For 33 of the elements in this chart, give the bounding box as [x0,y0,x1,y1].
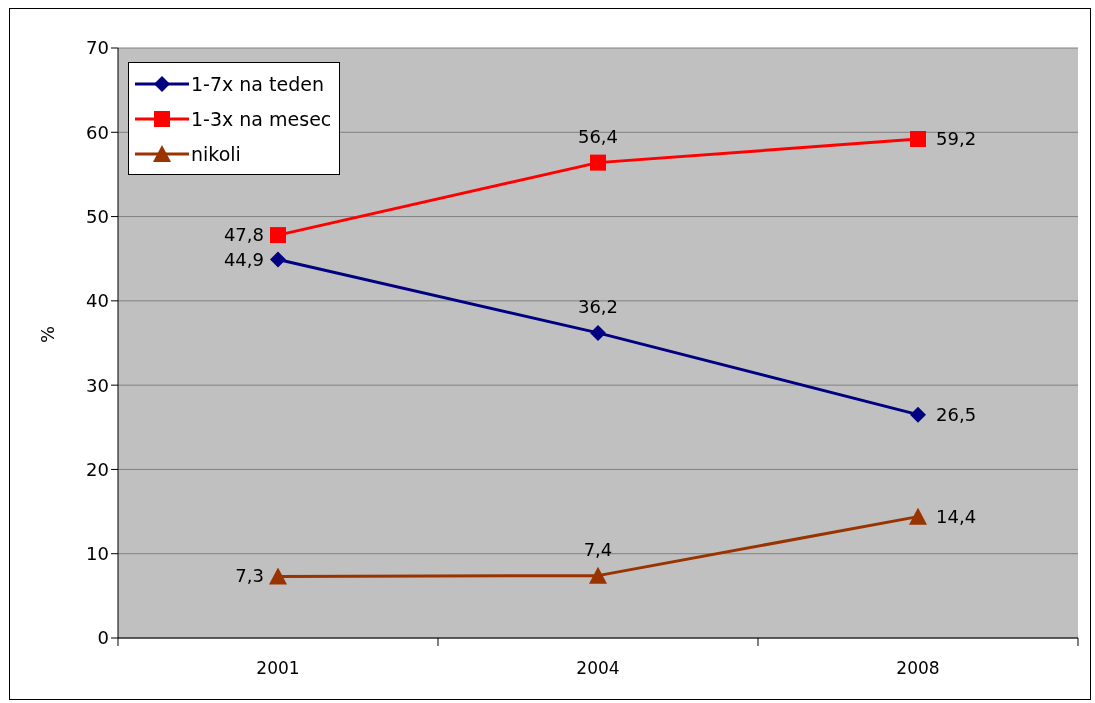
legend-label: 1-7x na teden [191,72,324,95]
y-tick-label: 10 [86,543,109,565]
data-label: 7,4 [583,538,613,560]
point [590,324,606,341]
point [269,567,287,585]
point [589,566,607,584]
data-label: 59,2 [936,128,977,150]
point [270,227,286,244]
y-tick-label: 0 [97,627,109,649]
y-tick-label: 50 [86,205,109,227]
point [590,154,606,171]
y-tick-label: 40 [86,290,109,312]
y-tick-label: 30 [86,374,109,396]
data-label: 47,8 [223,224,264,246]
point [270,251,286,268]
data-label: 26,5 [936,403,977,425]
x-tick-label: 2004 [576,658,620,678]
point [909,507,927,525]
data-label: 7,3 [235,565,264,587]
x-tick-label: 2001 [256,658,300,678]
legend-label: nikoli [191,142,241,165]
y-axis-title: % [37,325,59,343]
data-label: 14,4 [936,505,977,527]
point [910,406,926,423]
y-tick-label: 60 [86,121,109,143]
y-tick-label: 20 [86,458,109,480]
x-tick-label: 2008 [896,658,940,678]
y-tick-label: 70 [86,37,109,59]
data-label: 56,4 [577,125,619,147]
legend-label: 1-3x na mesec [191,107,332,130]
point [910,131,926,148]
data-label: 36,2 [577,295,619,317]
data-label: 44,9 [223,248,264,270]
